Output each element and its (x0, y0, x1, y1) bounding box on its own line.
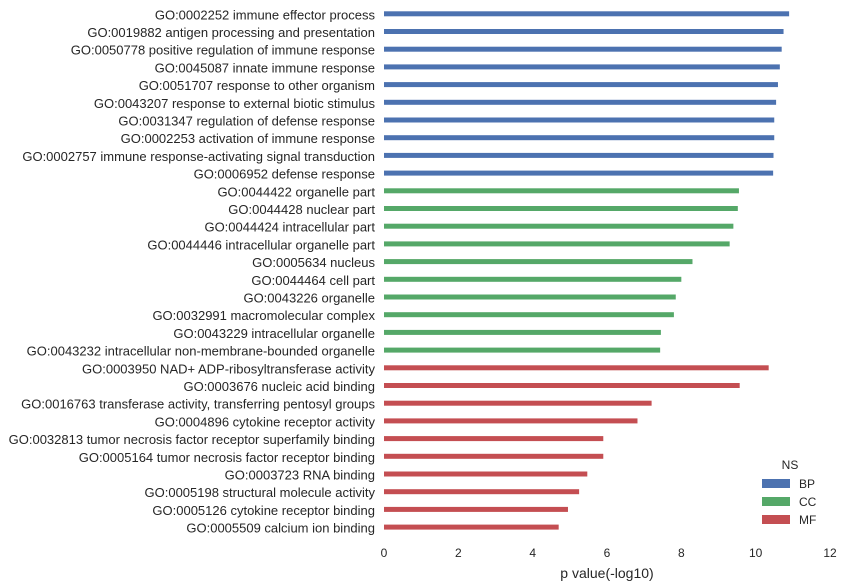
category-label: GO:0031347 regulation of defense respons… (118, 114, 375, 129)
category-label: GO:0016763 transferase activity, transfe… (21, 397, 375, 412)
category-label: GO:0019882 antigen processing and presen… (87, 25, 375, 40)
bar (384, 400, 652, 406)
category-label: GO:0043207 response to external biotic s… (94, 96, 376, 111)
category-label: GO:0044424 intracellular part (204, 220, 375, 235)
bar (384, 365, 769, 371)
category-label: GO:0005164 tumor necrosis factor recepto… (79, 450, 375, 465)
bars (384, 11, 790, 530)
category-label: GO:0043226 organelle (243, 291, 375, 306)
bar (384, 436, 604, 442)
legend-title: NS (782, 458, 799, 472)
bar (384, 506, 568, 512)
bar (384, 223, 734, 229)
legend-swatch-bp (762, 479, 790, 488)
bar (384, 418, 638, 424)
bar (384, 46, 782, 52)
bar (384, 117, 775, 123)
category-label: GO:0006952 defense response (194, 167, 375, 182)
category-label: GO:0003723 RNA binding (225, 468, 375, 483)
category-label: GO:0002253 activation of immune response (121, 131, 375, 146)
bar (384, 29, 784, 34)
category-label: GO:0044464 cell part (251, 273, 375, 288)
x-axis-title: p value(-log10) (560, 565, 653, 581)
bar (384, 259, 693, 265)
bar (384, 170, 774, 176)
bar (384, 241, 730, 247)
legend-label-cc: CC (799, 495, 817, 509)
x-axis-ticks: 0 2 4 6 8 10 12 (381, 546, 837, 560)
category-label: GO:0003676 nucleic acid binding (183, 379, 375, 394)
x-tick-label: 8 (678, 546, 685, 560)
category-label: GO:0002757 immune response-activating si… (22, 149, 375, 164)
category-label: GO:0005126 cytokine receptor binding (152, 503, 375, 518)
category-label: GO:0004896 cytokine receptor activity (155, 414, 376, 429)
bar (384, 489, 580, 495)
category-labels: GO:0002252 immune effector process GO:001… (9, 7, 376, 535)
bar (384, 11, 790, 17)
category-label: GO:0044422 organelle part (217, 184, 375, 199)
bar (384, 188, 739, 194)
bar (384, 276, 682, 282)
x-tick-label: 2 (455, 546, 462, 560)
bar (384, 294, 676, 300)
x-tick-label: 6 (604, 546, 611, 560)
bar (384, 329, 661, 335)
bar (384, 524, 559, 530)
bar (384, 471, 588, 477)
x-tick-label: 12 (823, 546, 837, 560)
category-label: GO:0005509 calcium ion binding (186, 521, 375, 536)
category-label: GO:0043232 intracellular non-membrane-bo… (27, 344, 375, 359)
bar (384, 347, 661, 353)
legend-swatch-cc (762, 497, 790, 506)
category-label: GO:0002252 immune effector process (155, 7, 376, 22)
bar (384, 152, 774, 158)
legend-label-mf: MF (799, 513, 816, 527)
category-label: GO:0050778 positive regulation of immune… (71, 43, 375, 58)
x-tick-label: 0 (381, 546, 388, 560)
bar (384, 206, 738, 211)
category-label: GO:0045087 innate immune response (155, 60, 375, 75)
x-tick-label: 10 (749, 546, 763, 560)
bar (384, 383, 740, 388)
bar (384, 453, 604, 459)
category-label: GO:0032813 tumor necrosis factor recepto… (9, 432, 375, 447)
x-tick-label: 4 (529, 546, 536, 560)
category-label: GO:0051707 response to other organism (139, 78, 375, 93)
category-label: GO:0005634 nucleus (252, 255, 375, 270)
bar (384, 64, 780, 70)
category-label: GO:0005198 structural molecule activity (145, 485, 376, 500)
category-label: GO:0044446 intracellular organelle part (147, 237, 375, 252)
category-label: GO:0003950 NAD+ ADP-ribosyltransferase a… (82, 361, 375, 376)
legend-swatch-mf (762, 515, 790, 524)
category-label: GO:0032991 macromolecular complex (152, 308, 375, 323)
bar (384, 135, 775, 141)
bar (384, 312, 674, 318)
category-label: GO:0043229 intracellular organelle (173, 326, 375, 341)
bar (384, 82, 778, 88)
legend-label-bp: BP (799, 477, 815, 491)
bar (384, 99, 777, 105)
category-label: GO:0044428 nuclear part (228, 202, 375, 217)
